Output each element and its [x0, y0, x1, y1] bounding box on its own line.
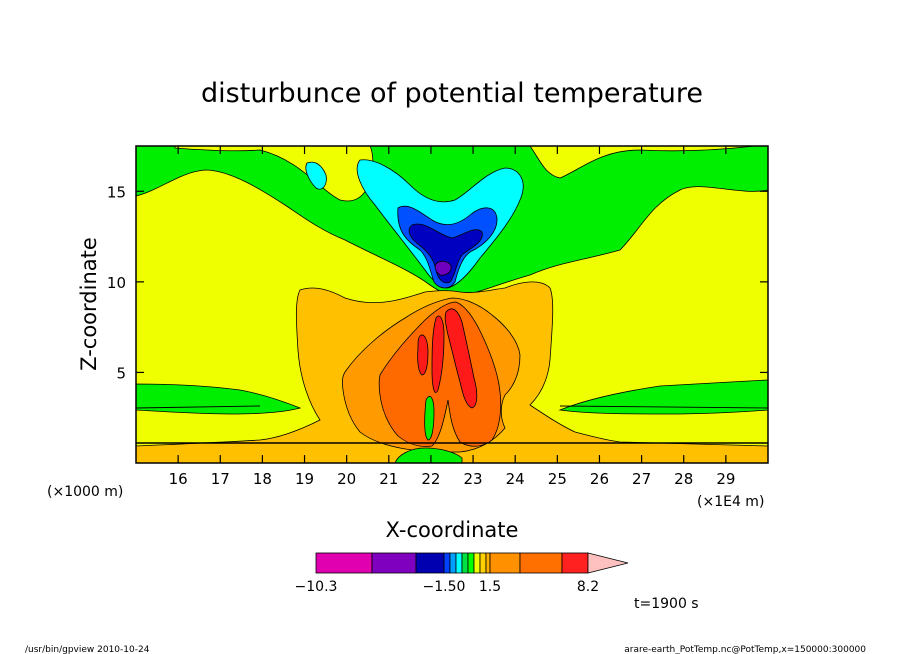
x-tick-label: 19 — [295, 470, 314, 488]
x-tick-label: 25 — [548, 470, 567, 488]
x-tick-label: 18 — [253, 470, 272, 488]
colorbar-segment — [473, 552, 481, 574]
colorbar — [315, 552, 629, 574]
colorbar-segment — [443, 552, 451, 574]
colorbar-segment — [455, 552, 463, 574]
region-cyan-small — [305, 161, 327, 190]
region-green-band-left — [136, 383, 302, 415]
region-red-left — [417, 334, 429, 376]
x-tick-label: 20 — [337, 470, 356, 488]
x-tick-label: 26 — [590, 470, 609, 488]
colorbar-label-pos: 1.5 — [479, 579, 501, 595]
chart-title: disturbunce of potential temperature — [201, 78, 703, 109]
region-red-right — [444, 308, 478, 409]
region-green-core — [424, 396, 435, 441]
x-tick-label: 28 — [674, 470, 693, 488]
colorbar-segment — [489, 552, 521, 574]
x-tick-label: 24 — [506, 470, 525, 488]
y-tick-label: 10 — [107, 274, 126, 292]
x-unit-left: (×1000 m) — [47, 484, 123, 500]
x-tick-label: 29 — [716, 470, 735, 488]
x-tick-label: 22 — [421, 470, 440, 488]
colorbar-segment — [461, 552, 469, 574]
footer-right: arare-earth_PotTemp.nc@PotTemp,x=150000:… — [624, 645, 866, 654]
y-axis-label: Z-coordinate — [77, 237, 101, 371]
x-tick-label: 23 — [464, 470, 483, 488]
colorbar-segment — [467, 552, 475, 574]
colorbar-label-max: 8.2 — [577, 579, 599, 595]
region-green-band-right — [558, 379, 768, 415]
x-unit-right: (×1E4 m) — [697, 494, 764, 510]
x-axis-ticks: 16 17 18 19 20 21 22 23 24 25 26 27 28 29 — [169, 146, 735, 488]
plot-area — [135, 145, 769, 464]
colorbar-extension — [587, 552, 629, 574]
y-tick-label: 15 — [107, 183, 126, 201]
region-green-bottom — [394, 447, 463, 463]
region-red-mid — [431, 315, 445, 393]
plot-frame — [135, 145, 769, 464]
colorbar-segment — [371, 552, 417, 574]
colorbar-segment — [485, 552, 491, 574]
x-tick-label: 27 — [632, 470, 651, 488]
x-tick-label: 21 — [379, 470, 398, 488]
y-tick-label: 5 — [116, 364, 126, 382]
x-axis-label: X-coordinate — [386, 518, 519, 542]
colorbar-segment — [519, 552, 563, 574]
contour-line-low-3 — [559, 405, 768, 409]
colorbar-segment — [449, 552, 457, 574]
y-axis-ticks: 5 10 15 — [107, 183, 768, 382]
x-tick-label: 16 — [169, 470, 188, 488]
colorbar-segment — [561, 552, 589, 574]
x-tick-label: 17 — [211, 470, 230, 488]
colorbar-segment — [415, 552, 445, 574]
colorbar-label-min: −10.3 — [295, 579, 338, 595]
region-darkblue-core — [408, 223, 483, 284]
colorbar-segment — [479, 552, 487, 574]
colorbar-segment — [315, 552, 373, 574]
colorbar-label-neg: −1.50 — [423, 579, 466, 595]
region-yellow-upper-right — [529, 146, 756, 179]
time-label: t=1900 s — [634, 596, 699, 612]
contour-line-low-2 — [136, 405, 261, 409]
region-purple — [434, 260, 452, 276]
footer-left: /usr/bin/gpview 2010-10-24 — [25, 645, 150, 654]
